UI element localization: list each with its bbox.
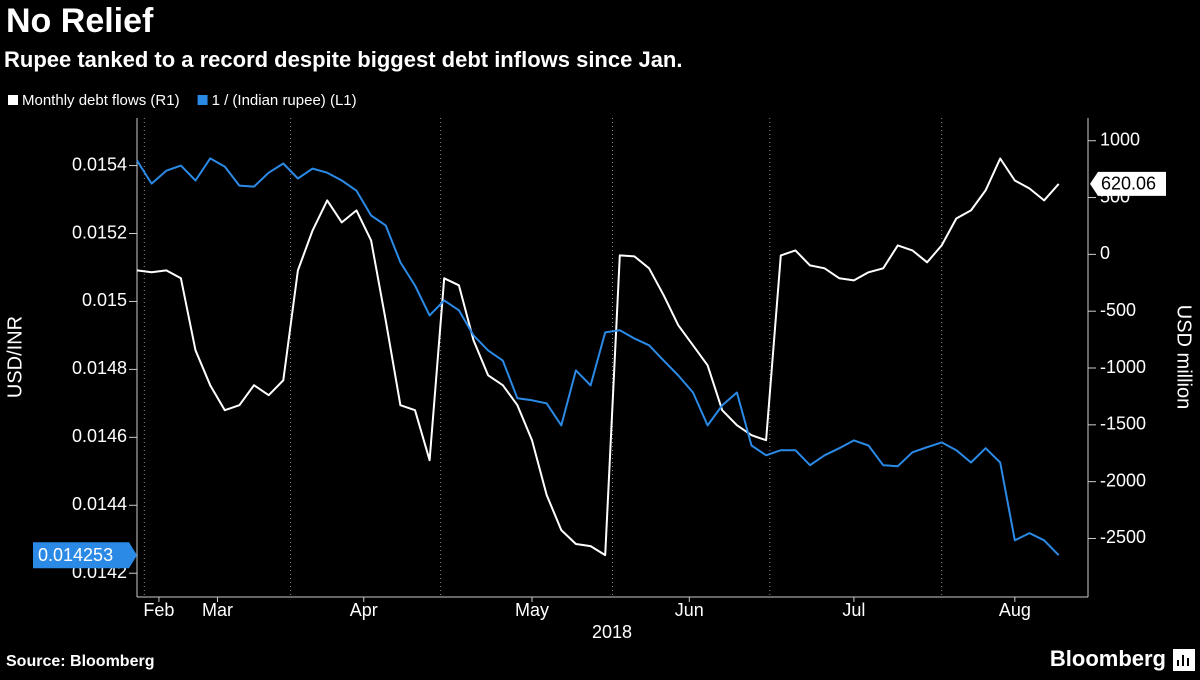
chart-subtitle: Rupee tanked to a record despite biggest…	[4, 47, 682, 72]
y2-tick-label: 0	[1100, 243, 1110, 263]
y2-axis-label: USD million	[1173, 305, 1195, 409]
y-tick-label: 0.0146	[72, 426, 127, 446]
y2-tick-label: -1000	[1100, 357, 1146, 377]
brand-icon-bars	[1177, 655, 1189, 666]
legend-swatch	[197, 95, 208, 105]
y2-tick-label: -2500	[1100, 527, 1146, 547]
x-tick-label: Jun	[675, 600, 704, 620]
brand: Bloomberg	[1050, 646, 1166, 671]
x-tick-label: Mar	[202, 600, 233, 620]
y-tick-label: 0.0154	[72, 154, 127, 174]
x-tick-label: Aug	[999, 600, 1031, 620]
y-axis-label: USD/INR	[4, 316, 26, 398]
last-value-label: 620.06	[1101, 174, 1156, 194]
y2-tick-label: 1000	[1100, 129, 1140, 149]
y-tick-label: 0.0144	[72, 494, 127, 514]
series-line	[136, 157, 1060, 557]
x-tick-label: Feb	[143, 600, 174, 620]
last-value-label: 0.014253	[38, 545, 113, 565]
y2-tick-label: -1500	[1100, 414, 1146, 434]
chart-title: No Relief	[6, 2, 154, 40]
x-tick-label: May	[515, 600, 549, 620]
series-line	[136, 157, 1060, 556]
last-value-box	[1090, 171, 1166, 196]
legend-label: 1 / (Indian rupee) (L1)	[212, 92, 357, 109]
source: Source: Bloomberg	[6, 653, 154, 670]
legend-swatch	[8, 95, 18, 105]
y-tick-label: 0.0148	[72, 358, 127, 378]
x-tick-label: Jul	[842, 600, 865, 620]
y2-tick-label: -2000	[1100, 470, 1146, 490]
x-axis-label: 2018	[592, 622, 632, 642]
legend-label: Monthly debt flows (R1)	[22, 92, 180, 109]
x-tick-label: Apr	[350, 600, 378, 620]
y-tick-label: 0.0152	[72, 222, 127, 242]
last-value-box	[33, 542, 137, 569]
y-tick-label: 0.015	[82, 290, 127, 310]
y2-tick-label: -500	[1100, 300, 1136, 320]
